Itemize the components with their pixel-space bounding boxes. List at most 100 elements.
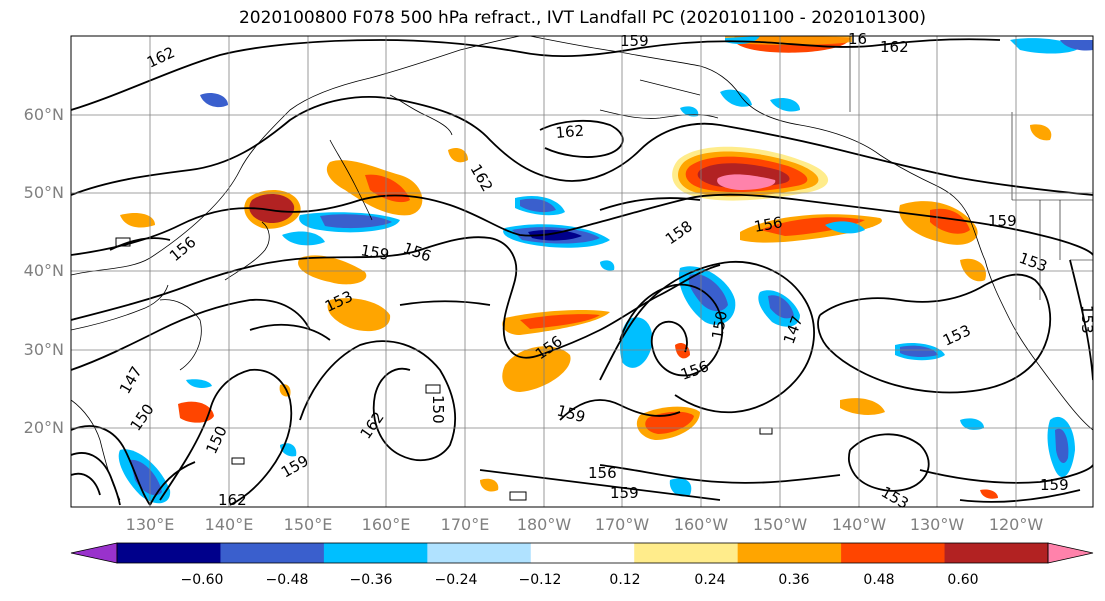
anomaly-patch — [282, 231, 325, 246]
contour-label: 159 — [620, 32, 649, 50]
anomaly-patch — [1060, 40, 1093, 51]
anomaly-patch — [770, 98, 800, 112]
contour-label: 156 — [401, 239, 434, 266]
contour-label: 150 — [708, 309, 731, 340]
anomaly-patch — [448, 148, 468, 163]
lat-label: 30°N — [23, 340, 64, 359]
contour-label: 159 — [988, 212, 1017, 230]
anomaly-patch — [502, 346, 571, 392]
anomaly-patch — [1030, 124, 1052, 141]
anomaly-patch — [200, 93, 228, 108]
colorbar-tick-label: 0.48 — [863, 572, 895, 588]
colorbar-tick-label: −0.24 — [434, 572, 478, 588]
anomaly-patch — [520, 198, 556, 213]
contour-label: 150 — [429, 395, 447, 424]
anomaly-patch — [900, 345, 938, 358]
colorbar-segment — [117, 543, 221, 563]
contour-label: 153 — [1078, 305, 1096, 334]
contour-label: 162 — [218, 491, 247, 509]
lon-label: 150°E — [283, 515, 333, 534]
colorbar-tick-label: −0.36 — [349, 572, 393, 588]
contour-label: 159 — [610, 484, 639, 502]
anomaly-patch — [960, 418, 984, 430]
lat-label: 20°N — [23, 418, 64, 437]
anomaly-patch — [960, 258, 986, 282]
contour-label: 162 — [144, 43, 178, 71]
anomaly-patch — [1055, 428, 1069, 464]
contour-label: 156 — [588, 464, 617, 482]
lon-label: 140°E — [204, 515, 254, 534]
colorbar-segment — [427, 543, 532, 563]
anomaly-patch — [186, 379, 212, 388]
anomaly-patch — [178, 401, 214, 423]
anomaly-patch — [327, 298, 391, 332]
anomaly-patch — [620, 317, 653, 368]
contour-label: 162 — [357, 409, 388, 443]
lat-label: 60°N — [23, 105, 64, 124]
lon-label: 130°E — [125, 515, 175, 534]
anomaly-patch — [298, 255, 367, 285]
colorbar-tick-label: −0.48 — [265, 572, 309, 588]
colorbar-frame — [116, 542, 1049, 564]
anomaly-patch — [480, 478, 499, 492]
lon-label: 160°E — [361, 515, 411, 534]
lat-label: 50°N — [23, 183, 64, 202]
contour-label: 162 — [555, 122, 585, 142]
anomaly-patch — [980, 489, 998, 499]
contour-label: 156 — [678, 357, 711, 384]
anomaly-patch — [669, 478, 692, 497]
anomaly-patch — [520, 314, 600, 329]
anomaly-patch — [930, 208, 970, 234]
contour-label: 158 — [662, 217, 696, 248]
colorbar-tick-label: −0.60 — [180, 572, 224, 588]
contour-label: 156 — [166, 233, 200, 265]
anomaly-patch — [840, 398, 885, 415]
lon-label: 170°W — [594, 515, 650, 534]
colorbar-segment — [634, 543, 739, 563]
colorbar-segment — [220, 543, 325, 563]
colorbar-tick-label: 0.12 — [609, 572, 641, 588]
anomaly-patch — [600, 260, 615, 271]
anomaly-patch — [825, 221, 865, 234]
anomaly-patch — [320, 214, 392, 229]
colorbar-tick-label: 0.24 — [694, 572, 726, 588]
contour-label: 153 — [1017, 249, 1050, 276]
colorbar-tick-label: −0.12 — [518, 572, 562, 588]
contour-label: 153 — [940, 321, 974, 349]
contour-label: 150 — [127, 401, 158, 435]
anomaly-patch — [645, 411, 694, 434]
colorbar-extend-low — [70, 542, 118, 564]
anomaly-patch — [768, 295, 794, 319]
colorbar-extend-high — [1047, 542, 1094, 564]
contour-label: 162 — [880, 38, 909, 56]
contour-label: 159 — [359, 241, 390, 264]
contour-label: 16 — [848, 30, 867, 48]
anomaly-patch — [528, 229, 582, 241]
plot-frame — [70, 35, 1094, 508]
lon-label: 160°W — [673, 515, 729, 534]
small-contours — [115, 237, 773, 501]
contour-label: 153 — [878, 483, 912, 513]
colorbar-segment — [737, 543, 842, 563]
lon-label: 130°W — [909, 515, 965, 534]
anomaly-patch — [680, 106, 699, 117]
colorbar-segment — [841, 543, 946, 563]
colorbar-tick-label: 0.36 — [778, 572, 810, 588]
contour-label: 159 — [1040, 476, 1069, 494]
contour-label: 156 — [753, 213, 784, 236]
colorbar — [70, 542, 1094, 564]
contour-label: 159 — [278, 452, 312, 482]
colorbar-tick-label: 0.60 — [947, 572, 979, 588]
colorbar-segment — [323, 543, 428, 563]
colorbar-segment — [944, 543, 1049, 563]
lon-label: 170°E — [440, 515, 490, 534]
contour-label: 159 — [555, 401, 587, 426]
lon-label: 150°W — [752, 515, 808, 534]
shaded-anomaly-layer — [118, 36, 1093, 504]
lon-label: 120°W — [988, 515, 1044, 534]
contour-label: 162 — [467, 161, 497, 195]
gridlines — [71, 36, 1093, 507]
map-title: 2020100800 F078 500 hPa refract., IVT La… — [238, 8, 926, 28]
lon-label: 180°W — [516, 515, 572, 534]
